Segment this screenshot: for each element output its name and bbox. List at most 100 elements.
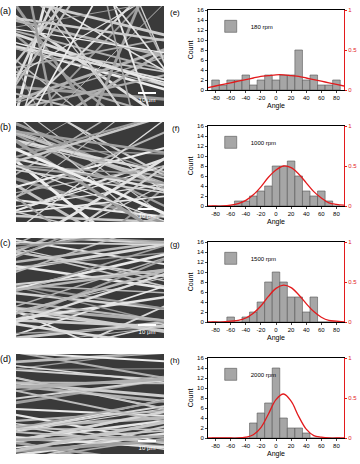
svg-text:8: 8: [200, 395, 204, 401]
svg-text:20: 20: [288, 327, 295, 333]
svg-text:8: 8: [200, 279, 204, 285]
svg-text:(e): (e): [170, 8, 180, 17]
svg-text:-20: -20: [257, 95, 266, 101]
svg-text:-60: -60: [226, 327, 235, 333]
svg-text:0: 0: [200, 87, 204, 93]
svg-text:-60: -60: [226, 443, 235, 449]
svg-text:0.5: 0.5: [348, 47, 357, 53]
svg-text:Count: Count: [187, 157, 194, 176]
svg-text:12: 12: [197, 27, 204, 33]
svg-text:-40: -40: [241, 327, 250, 333]
svg-text:0.5: 0.5: [348, 163, 357, 169]
svg-text:10: 10: [197, 153, 204, 159]
svg-text:1: 1: [348, 123, 352, 129]
svg-text:-80: -80: [211, 327, 220, 333]
svg-text:0: 0: [274, 95, 278, 101]
svg-text:20: 20: [288, 211, 295, 217]
svg-text:20: 20: [288, 443, 295, 449]
svg-text:-40: -40: [241, 95, 250, 101]
svg-text:-60: -60: [226, 211, 235, 217]
svg-text:1000 rpm: 1000 rpm: [251, 140, 276, 146]
svg-text:Angle: Angle: [267, 450, 285, 458]
svg-text:8: 8: [200, 47, 204, 53]
svg-text:1: 1: [348, 355, 352, 361]
svg-text:0.5: 0.5: [348, 279, 357, 285]
svg-text:(h): (h): [170, 356, 180, 365]
svg-text:(f): (f): [172, 124, 180, 133]
svg-text:Count: Count: [187, 41, 194, 60]
svg-text:10: 10: [197, 385, 204, 391]
svg-text:6: 6: [200, 405, 204, 411]
svg-text:-20: -20: [257, 211, 266, 217]
svg-text:4: 4: [200, 67, 204, 73]
svg-text:14: 14: [197, 365, 204, 371]
svg-text:-60: -60: [226, 95, 235, 101]
svg-text:1500 rpm: 1500 rpm: [251, 256, 276, 262]
svg-text:Angle: Angle: [267, 102, 285, 110]
svg-text:80: 80: [333, 327, 340, 333]
svg-text:14: 14: [197, 133, 204, 139]
svg-text:-20: -20: [257, 443, 266, 449]
svg-text:0: 0: [200, 319, 204, 325]
svg-text:16: 16: [197, 355, 204, 361]
svg-text:40: 40: [303, 211, 310, 217]
svg-text:10 μm: 10 μm: [139, 97, 156, 103]
svg-text:2: 2: [200, 309, 204, 315]
svg-text:(g): (g): [170, 240, 180, 249]
svg-text:60: 60: [318, 211, 325, 217]
svg-text:14: 14: [197, 249, 204, 255]
svg-text:16: 16: [197, 123, 204, 129]
svg-text:Count: Count: [187, 389, 194, 408]
svg-text:-80: -80: [211, 443, 220, 449]
svg-text:2000 rpm: 2000 rpm: [251, 372, 276, 378]
svg-text:80: 80: [333, 443, 340, 449]
svg-text:1: 1: [348, 239, 352, 245]
svg-text:0: 0: [348, 203, 352, 209]
svg-text:2: 2: [200, 425, 204, 431]
svg-text:0: 0: [274, 211, 278, 217]
svg-text:1: 1: [348, 7, 352, 13]
svg-text:40: 40: [303, 95, 310, 101]
svg-text:6: 6: [200, 57, 204, 63]
svg-text:6: 6: [200, 173, 204, 179]
svg-text:14: 14: [197, 17, 204, 23]
svg-text:Angle: Angle: [267, 218, 285, 226]
svg-text:0: 0: [274, 443, 278, 449]
svg-text:12: 12: [197, 259, 204, 265]
svg-text:0: 0: [200, 435, 204, 441]
svg-text:0.5: 0.5: [348, 395, 357, 401]
svg-text:2: 2: [200, 193, 204, 199]
svg-text:80: 80: [333, 211, 340, 217]
svg-text:10 μm: 10 μm: [139, 213, 156, 219]
svg-text:40: 40: [303, 327, 310, 333]
svg-text:0: 0: [348, 435, 352, 441]
svg-text:Angle: Angle: [267, 334, 285, 342]
svg-text:4: 4: [200, 415, 204, 421]
svg-text:2: 2: [200, 77, 204, 83]
svg-text:60: 60: [318, 443, 325, 449]
svg-text:4: 4: [200, 299, 204, 305]
svg-text:0: 0: [348, 87, 352, 93]
svg-text:10: 10: [197, 37, 204, 43]
svg-text:-80: -80: [211, 95, 220, 101]
svg-text:0: 0: [274, 327, 278, 333]
svg-text:60: 60: [318, 327, 325, 333]
svg-text:Count: Count: [187, 273, 194, 292]
svg-text:12: 12: [197, 143, 204, 149]
svg-text:12: 12: [197, 375, 204, 381]
svg-text:8: 8: [200, 163, 204, 169]
svg-text:-80: -80: [211, 211, 220, 217]
svg-text:60: 60: [318, 95, 325, 101]
svg-text:10: 10: [197, 269, 204, 275]
svg-text:-40: -40: [241, 211, 250, 217]
svg-text:40: 40: [303, 443, 310, 449]
svg-text:6: 6: [200, 289, 204, 295]
svg-text:-40: -40: [241, 443, 250, 449]
svg-text:-20: -20: [257, 327, 266, 333]
svg-text:80: 80: [333, 95, 340, 101]
svg-text:16: 16: [197, 7, 204, 13]
svg-text:16: 16: [197, 239, 204, 245]
svg-text:180 rpm: 180 rpm: [251, 24, 273, 30]
svg-text:4: 4: [200, 183, 204, 189]
svg-text:10 μm: 10 μm: [139, 329, 156, 335]
